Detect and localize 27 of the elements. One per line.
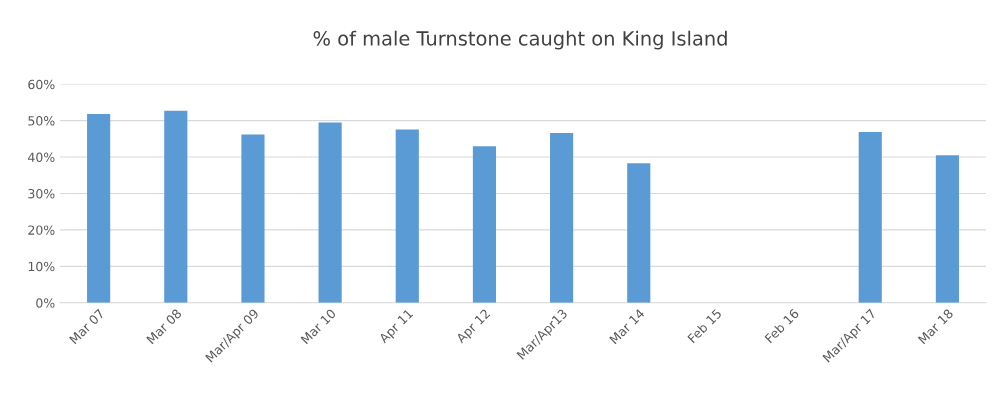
y-tick-label: 50% — [28, 116, 55, 126]
bar — [550, 133, 574, 303]
bar — [241, 134, 265, 303]
x-tick-label: Apr 11 — [378, 308, 416, 346]
bar — [318, 122, 342, 303]
bar — [87, 114, 111, 303]
x-tick-label: Mar 07 — [68, 308, 105, 345]
y-tick-label: 0% — [36, 298, 55, 308]
bar — [164, 110, 188, 303]
x-tick-label: Mar 18 — [917, 308, 954, 345]
bar — [395, 129, 419, 303]
bar — [472, 146, 497, 303]
bar — [935, 155, 959, 303]
y-tick-label: 60% — [28, 79, 55, 90]
bar — [627, 163, 651, 303]
x-tick-label: Mar 14 — [609, 308, 646, 345]
bar — [858, 131, 882, 303]
x-tick-label: Mar 10 — [300, 308, 337, 345]
x-tick-label: Feb 15 — [687, 308, 722, 344]
y-tick-label: 10% — [28, 261, 55, 272]
chart-title: % of male Turnstone caught on King Island — [313, 30, 727, 50]
y-tick-label: 40% — [28, 152, 55, 162]
y-tick-label: 20% — [28, 225, 55, 235]
y-tick-label: 30% — [28, 188, 55, 199]
x-tick-label: Feb 16 — [764, 308, 800, 344]
x-tick-label: Apr 12 — [455, 308, 493, 346]
x-tick-label: Mar 08 — [146, 308, 183, 345]
